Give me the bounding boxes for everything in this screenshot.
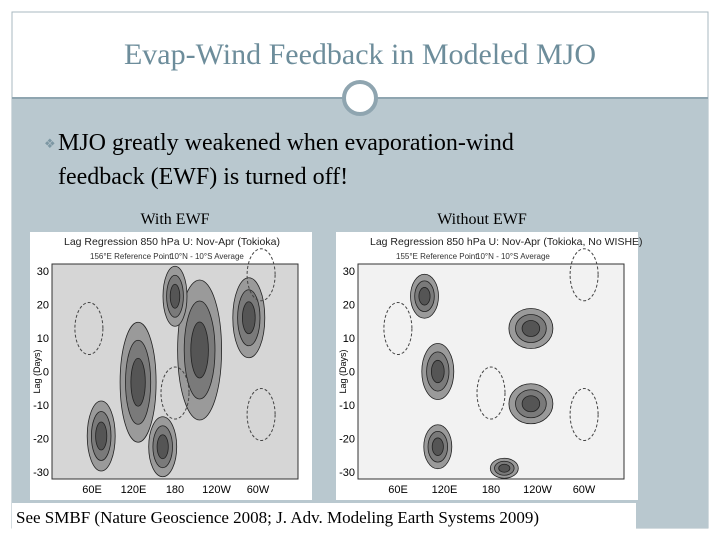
x-tick-label: 180 [482, 484, 500, 496]
y-tick-label: 0 [43, 367, 49, 379]
x-tick-label: 60W [573, 484, 596, 496]
y-tick-label: -30 [339, 467, 355, 479]
x-tick-label: 60E [82, 484, 102, 496]
plot-area [357, 263, 625, 480]
divider-ornament [342, 80, 378, 116]
panel-caption: Without EWF [437, 211, 527, 228]
x-tick-label: 120W [523, 484, 552, 496]
y-tick-label: -10 [33, 400, 49, 412]
y-tick-label: 10 [37, 333, 49, 345]
contour [169, 283, 181, 309]
contour [521, 395, 541, 413]
x-tick-label: 120E [432, 484, 458, 496]
x-tick-label: 120W [202, 484, 231, 496]
footer-text: See SMBF (Nature Geoscience 2008; J. Adv… [16, 508, 539, 527]
contour-dashed [383, 302, 413, 355]
contour-dashed [160, 366, 190, 420]
contour-dashed [246, 388, 276, 441]
y-tick-label: 30 [37, 266, 49, 278]
x-tick-label: 120E [121, 484, 147, 496]
plot-reference: 156°E Reference Point [90, 252, 172, 261]
plot-title: Lag Regression 850 hPa U: Nov-Apr (Tokio… [370, 236, 643, 248]
contour [130, 357, 146, 407]
y-tick-label: 10 [343, 333, 355, 345]
contour [242, 301, 256, 335]
y-tick-label: 0 [349, 367, 355, 379]
contour-dashed [569, 248, 599, 302]
contour [156, 434, 169, 460]
plot-average: 10°N - 10°S Average [170, 252, 244, 261]
contour [498, 463, 511, 473]
contour [418, 287, 431, 306]
contour [190, 321, 209, 379]
y-tick-label: 20 [37, 300, 49, 312]
y-tick-label: -30 [33, 467, 49, 479]
bullet-text: MJO greatly weakened when evaporation-wi… [58, 130, 514, 156]
x-tick-label: 60W [247, 484, 270, 496]
contour-dashed [246, 248, 276, 302]
contour-dashed [569, 388, 599, 441]
footer-background [12, 503, 636, 530]
contour [95, 421, 108, 451]
x-tick-label: 180 [166, 484, 184, 496]
bullet-text: feedback (EWF) is turned off! [58, 164, 348, 190]
plot-title: Lag Regression 850 hPa U: Nov-Apr (Tokio… [64, 236, 280, 248]
y-tick-label: 30 [343, 266, 355, 278]
y-axis-label: Lag (Days) [32, 349, 42, 393]
figure: Lag Regression 850 hPa U: Nov-Apr (Tokio… [336, 232, 643, 500]
contour [521, 320, 541, 337]
panel-caption: With EWF [140, 211, 209, 228]
contour [431, 437, 444, 456]
y-tick-label: -20 [33, 434, 49, 446]
figure: Lag Regression 850 hPa U: Nov-Apr (Tokio… [30, 232, 312, 500]
y-axis-label: Lag (Days) [338, 349, 348, 393]
plot-average: 10°N - 10°S Average [476, 252, 550, 261]
contour-dashed [476, 366, 506, 420]
contour [431, 359, 445, 384]
contour-dashed [74, 302, 104, 355]
bullet-glyph: ❖ [44, 136, 56, 151]
y-tick-label: 20 [343, 300, 355, 312]
slide-title: Evap-Wind Feedback in Modeled MJO [124, 38, 596, 71]
y-tick-label: -20 [339, 434, 355, 446]
y-tick-label: -10 [339, 400, 355, 412]
contour-plot [357, 248, 625, 480]
plot-reference: 155°E Reference Point [396, 252, 478, 261]
contour-plot [51, 248, 299, 480]
x-tick-label: 60E [388, 484, 408, 496]
